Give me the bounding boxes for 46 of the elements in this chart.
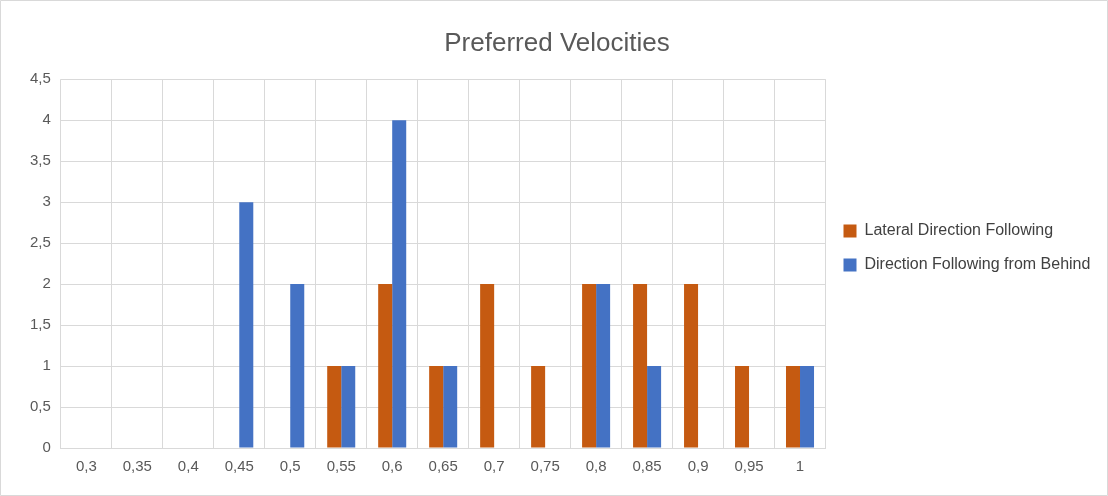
y-tick-label: 3 bbox=[42, 192, 51, 210]
y-tick-label: 4 bbox=[42, 110, 51, 128]
y-tick-label: 1 bbox=[42, 356, 51, 374]
bar bbox=[800, 366, 815, 448]
bar bbox=[327, 366, 342, 448]
bar bbox=[392, 120, 407, 448]
y-tick-label: 4,5 bbox=[29, 69, 51, 87]
bar bbox=[480, 284, 495, 448]
chart-title: Preferred Velocities bbox=[444, 26, 670, 57]
bar bbox=[647, 366, 662, 448]
bar bbox=[290, 284, 305, 448]
bar bbox=[633, 284, 648, 448]
legend-label: Lateral Direction Following bbox=[864, 221, 1054, 239]
bar bbox=[443, 366, 458, 448]
bar bbox=[785, 366, 801, 448]
x-tick-label: 0,3 bbox=[75, 457, 97, 475]
legend-label: Direction Following from Behind bbox=[864, 255, 1091, 273]
bar bbox=[735, 366, 750, 448]
x-tick-label: 0,35 bbox=[122, 457, 152, 475]
bar bbox=[582, 284, 597, 448]
y-tick-label: 2 bbox=[42, 274, 51, 292]
y-tick-label: 1,5 bbox=[29, 315, 51, 333]
x-tick-label: 0,95 bbox=[734, 457, 764, 475]
x-tick-label: 0,6 bbox=[381, 457, 403, 475]
x-tick-label: 0,55 bbox=[326, 457, 356, 475]
y-tick-label: 0,5 bbox=[29, 397, 51, 415]
bar bbox=[684, 284, 699, 448]
y-tick-label: 3,5 bbox=[29, 151, 51, 169]
x-tick-label: 0,5 bbox=[279, 457, 301, 475]
bar bbox=[429, 366, 444, 448]
x-tick-label: 0,75 bbox=[530, 457, 560, 475]
x-tick-label: 0,85 bbox=[632, 457, 662, 475]
bar bbox=[341, 366, 356, 448]
x-tick-label: 0,7 bbox=[483, 457, 505, 475]
bar bbox=[378, 284, 393, 448]
bar bbox=[596, 284, 611, 448]
x-tick-label: 0,8 bbox=[585, 457, 607, 475]
y-tick-label: 0 bbox=[42, 438, 51, 456]
bar bbox=[531, 366, 546, 448]
y-tick-label: 2,5 bbox=[29, 233, 51, 251]
x-tick-label: 0,9 bbox=[687, 457, 709, 475]
x-tick-label: 0,65 bbox=[428, 457, 458, 475]
x-tick-label: 0,4 bbox=[177, 457, 199, 475]
bar bbox=[239, 202, 254, 448]
x-tick-label: 0,45 bbox=[224, 457, 254, 475]
x-tick-label: 1 bbox=[795, 457, 805, 475]
